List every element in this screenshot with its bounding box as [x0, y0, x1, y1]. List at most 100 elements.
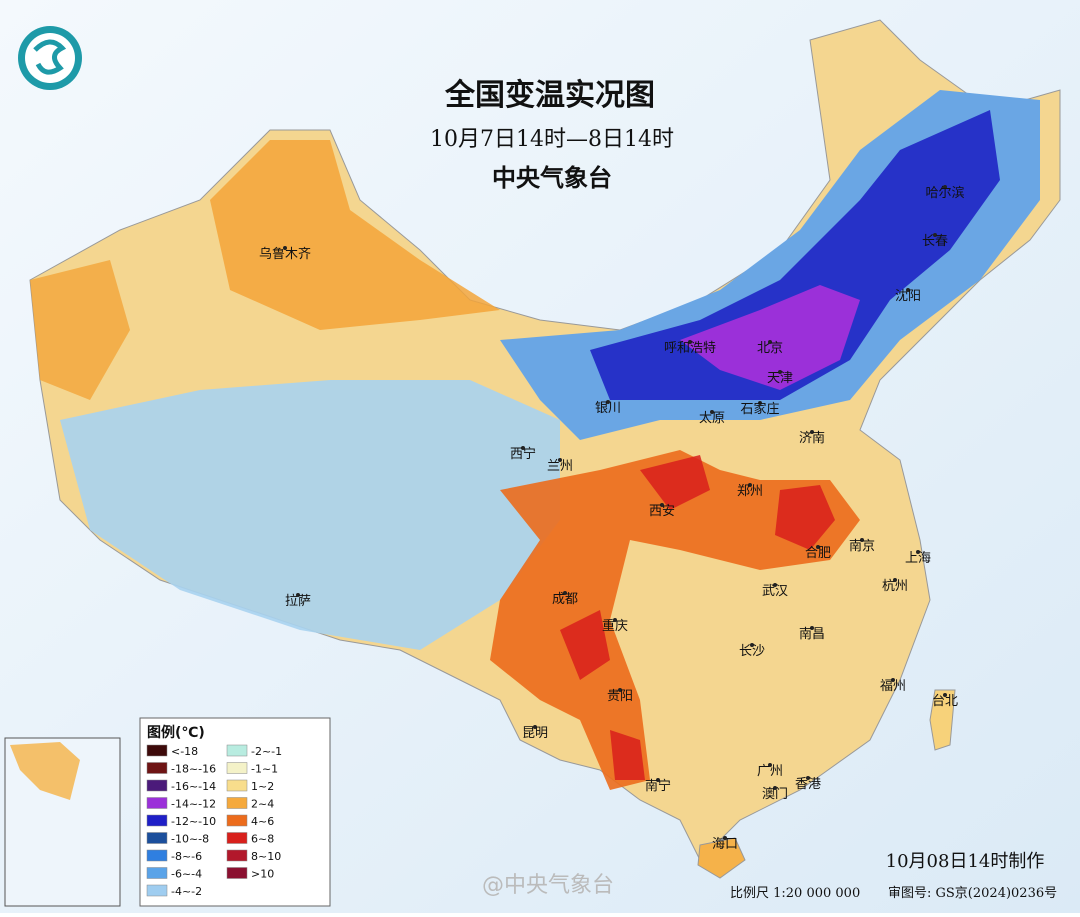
city-dot [806, 776, 810, 780]
city-label: 郑州 [737, 484, 763, 499]
legend-label: 8~10 [251, 850, 281, 863]
city-dot [558, 458, 562, 462]
legend-label: <-18 [171, 745, 198, 758]
city-label: 西安 [649, 504, 675, 519]
city-dot [710, 410, 714, 414]
watermark: @中央气象台 [482, 873, 614, 898]
cooling-region [60, 380, 560, 650]
city-label: 北京 [757, 341, 783, 356]
city-label: 南宁 [645, 778, 671, 794]
city-dot [893, 578, 897, 582]
city-label: 拉萨 [285, 594, 311, 609]
city-dot [656, 778, 660, 782]
warming-region [560, 455, 835, 780]
scale: 比例尺 1:20 000 000 [730, 886, 860, 901]
cooling-region [590, 110, 1000, 400]
city-label: 长春 [922, 234, 948, 249]
city-label: 昆明 [522, 726, 548, 741]
city-label: 呼和浩特 [664, 341, 716, 356]
city-dot [296, 593, 300, 597]
city-dot [778, 370, 782, 374]
city-dot [916, 550, 920, 554]
city-label: 海口 [712, 837, 738, 852]
city-dot [660, 503, 664, 507]
city-label: 乌鲁木齐 [259, 246, 311, 262]
city-label: 香港 [795, 777, 821, 792]
warming-region [490, 450, 860, 790]
legend-swatch [226, 797, 248, 809]
legend-swatch [226, 762, 248, 774]
city-label: 澳门 [762, 786, 788, 802]
city-label: 台北 [932, 694, 958, 709]
legend-label: -1~1 [251, 763, 278, 776]
city-label: 重庆 [602, 618, 628, 634]
city-dot [521, 446, 525, 450]
city-dot [533, 725, 537, 729]
city-label: 石家庄 [740, 401, 779, 417]
legend-swatch [146, 814, 168, 827]
city-label: 合肥 [805, 546, 831, 561]
legend-label: 6~8 [251, 833, 274, 846]
city-dot [768, 340, 772, 344]
legend-swatch [146, 762, 168, 774]
island [929, 689, 956, 751]
legend-label: -12~-10 [171, 815, 216, 828]
legend-swatch [226, 832, 248, 844]
legend-swatch [146, 744, 168, 757]
legend-swatch [146, 797, 168, 809]
city-dot [810, 430, 814, 434]
legend-label: -4~-2 [171, 885, 202, 898]
legend: <-18 -18~-16 -16~-14 -14~-12 -12~-10 -10~-8 -8… [146, 744, 282, 898]
city-label: 南昌 [799, 626, 825, 642]
inset-land [10, 742, 80, 800]
approval-number: 审图号: GS京(2024)0236号 [888, 886, 1057, 901]
legend-swatch [146, 832, 168, 844]
city-dot [768, 763, 772, 767]
legend-label: -6~-4 [171, 868, 202, 881]
city-label: 福州 [880, 679, 906, 694]
made-time: 10月08日14时制作 [886, 851, 1045, 872]
city-dot [943, 185, 947, 189]
legend-label: -16~-14 [171, 780, 216, 793]
legend-swatch [226, 814, 248, 827]
legend-label: 2~4 [251, 798, 274, 811]
city-label: 广州 [757, 764, 783, 779]
legend-swatch [226, 849, 248, 862]
city-label: 贵阳 [607, 689, 633, 704]
legend-label: -14~-12 [171, 798, 216, 811]
subtitle: 10月7日14时—8日14时 [430, 127, 674, 152]
city-dot [891, 678, 895, 682]
city-label: 哈尔滨 [925, 185, 964, 201]
city-label: 长沙 [739, 644, 765, 659]
city-dot [773, 583, 777, 587]
legend-swatch [146, 849, 168, 862]
city-dot [688, 340, 692, 344]
legend-swatch [146, 779, 168, 792]
legend-label: 4~6 [251, 815, 274, 828]
city-dot [810, 626, 814, 630]
city-label: 南京 [849, 538, 875, 554]
city-dot [618, 688, 622, 692]
legend-swatch [226, 744, 248, 757]
city-label: 西宁 [510, 446, 536, 462]
city-label: 济南 [799, 430, 825, 446]
legend-swatch [146, 884, 168, 897]
legend-swatch [226, 779, 248, 792]
legend-label: 1~2 [251, 780, 274, 793]
city-dot [750, 643, 754, 647]
legend-label: -8~-6 [171, 850, 202, 863]
city-label: 杭州 [882, 579, 908, 594]
city-dot [606, 400, 610, 404]
city-dot [758, 401, 762, 405]
city-dot [816, 545, 820, 549]
city-dot [563, 591, 567, 595]
cooling-region [680, 285, 860, 390]
legend-label: -10~-8 [171, 833, 209, 846]
city-dot [748, 483, 752, 487]
city-dot [613, 618, 617, 622]
city-dot [723, 836, 727, 840]
legend-label: -2~-1 [251, 745, 282, 758]
legend-label: >10 [251, 868, 274, 881]
city-dot [943, 693, 947, 697]
city-dot [933, 233, 937, 237]
